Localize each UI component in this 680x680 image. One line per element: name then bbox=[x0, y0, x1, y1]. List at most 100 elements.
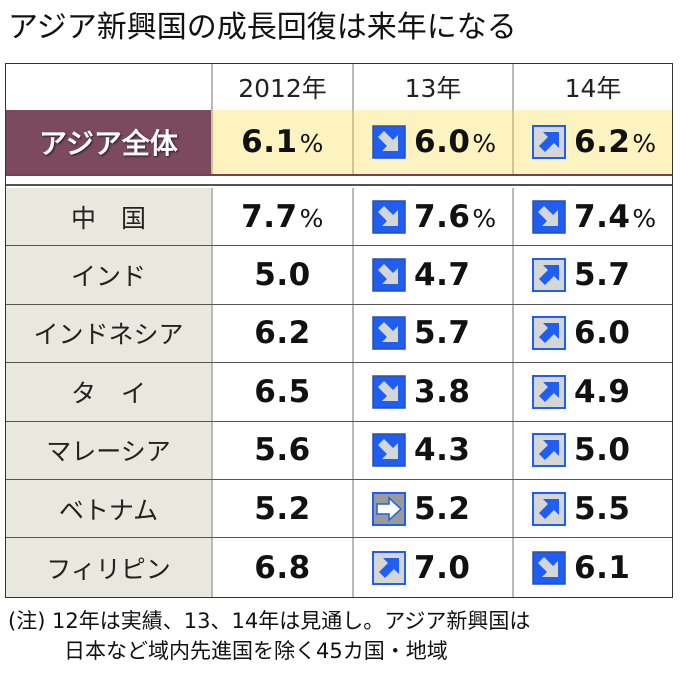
cell-2012: 6.2 bbox=[211, 304, 352, 363]
table-row: フィリピン 6.8 7.0 6.1 bbox=[6, 538, 672, 597]
arrow-down-right-icon bbox=[372, 375, 406, 409]
value: 5.6 bbox=[254, 432, 310, 468]
arrow-up-right-icon bbox=[532, 258, 566, 293]
table-row: ベトナム 5.2 5.2 5.5 bbox=[6, 480, 672, 539]
cell-2014: 6.0 bbox=[512, 304, 672, 363]
arrow-up-right-icon bbox=[532, 316, 566, 351]
cell-2012: 6.8 bbox=[211, 538, 352, 597]
arrow-up-right-icon bbox=[532, 374, 566, 409]
cell-2013: 3.8 bbox=[352, 363, 512, 421]
arrow-up-right-icon bbox=[372, 550, 406, 585]
arrow-up-right-icon bbox=[532, 125, 566, 159]
cell-2012: 5.0 bbox=[211, 246, 352, 304]
table-row: インドネシア 6.2 5.7 6.0 bbox=[6, 304, 672, 364]
value: 7.0 bbox=[414, 550, 470, 586]
percent-sign: % bbox=[632, 203, 657, 233]
value-number: 6.1 bbox=[574, 549, 631, 586]
table-row: マレーシア 5.6 4.3 5.0 bbox=[6, 421, 672, 480]
chart-title: アジア新興国の成長回復は来年になる bbox=[8, 10, 517, 45]
value: 5.2 bbox=[254, 491, 310, 527]
table-row: 中 国 7.7% 7.6% 7.4% bbox=[6, 188, 672, 247]
cell-2012: 5.6 bbox=[211, 421, 352, 479]
cell-2014: 5.0 bbox=[512, 421, 672, 479]
value-number: 6.2 bbox=[574, 124, 631, 160]
arrow-down-right-icon bbox=[372, 258, 406, 292]
footnote: (注) 12年は実績、13、14年は見通し。アジア新興国は 日本など域内先進国を… bbox=[8, 606, 530, 666]
value: 6.1 bbox=[574, 550, 630, 586]
row-label: アジア全体 bbox=[6, 110, 211, 174]
cell-2013: 7.6% bbox=[352, 188, 512, 246]
value-number: 7.0 bbox=[414, 549, 471, 586]
value-number: 5.6 bbox=[254, 432, 311, 469]
value: 5.7 bbox=[574, 257, 630, 293]
arrow-up-right-icon bbox=[532, 433, 566, 468]
footnote-line-2: 日本など域内先進国を除く45カ国・地域 bbox=[64, 639, 448, 663]
cell-2013: 6.0% bbox=[352, 110, 512, 174]
value: 4.7 bbox=[414, 257, 470, 293]
value-number: 5.5 bbox=[574, 490, 631, 527]
row-label: マレーシア bbox=[6, 421, 211, 479]
value-number: 6.0 bbox=[574, 315, 631, 352]
value-number: 7.6 bbox=[414, 198, 471, 235]
percent-sign: % bbox=[299, 129, 324, 158]
cell-2014: 4.9 bbox=[512, 363, 672, 421]
value-number: 6.2 bbox=[254, 315, 311, 352]
table-row-asia-total: アジア全体 6.1% 6.0% 6.2% bbox=[6, 110, 672, 176]
value: 4.9 bbox=[574, 374, 630, 410]
value: 3.8 bbox=[414, 374, 470, 410]
value: 7.6% bbox=[414, 199, 497, 235]
cell-2014: 5.7 bbox=[512, 246, 672, 304]
cell-2014: 5.5 bbox=[512, 480, 672, 538]
row-label: インドネシア bbox=[6, 304, 211, 363]
arrow-down-right-icon bbox=[372, 125, 406, 159]
cell-2012: 6.5 bbox=[211, 363, 352, 421]
value: 5.7 bbox=[414, 315, 470, 351]
value: 6.1% bbox=[241, 124, 324, 160]
percent-sign: % bbox=[299, 203, 324, 233]
value: 7.7% bbox=[241, 199, 324, 235]
cell-2012: 5.2 bbox=[211, 480, 352, 538]
value-number: 5.0 bbox=[254, 257, 311, 294]
value-number: 5.0 bbox=[574, 432, 631, 469]
value: 4.3 bbox=[414, 432, 470, 468]
row-label: インド bbox=[6, 246, 211, 304]
arrow-down-right-icon bbox=[532, 550, 566, 585]
header-2012: 2012年 bbox=[211, 64, 352, 110]
value: 5.2 bbox=[414, 491, 470, 527]
row-label: ベトナム bbox=[6, 480, 211, 538]
percent-sign: % bbox=[472, 203, 497, 233]
value: 5.5 bbox=[574, 491, 630, 527]
percent-sign: % bbox=[632, 129, 657, 158]
value-number: 5.7 bbox=[414, 315, 471, 352]
value-number: 4.9 bbox=[574, 373, 631, 410]
value-number: 6.0 bbox=[414, 124, 471, 160]
value-number: 5.2 bbox=[254, 490, 311, 527]
value: 6.5 bbox=[254, 374, 310, 410]
header-2014: 14年 bbox=[512, 64, 672, 110]
value: 6.0 bbox=[574, 315, 630, 351]
cell-2014: 6.2% bbox=[512, 110, 672, 174]
arrow-down-right-icon bbox=[372, 433, 406, 468]
arrow-down-right-icon bbox=[372, 199, 406, 234]
header-blank bbox=[6, 64, 211, 110]
cell-2013: 4.3 bbox=[352, 421, 512, 479]
value-number: 4.7 bbox=[414, 257, 471, 294]
cell-2012: 6.1% bbox=[211, 110, 352, 174]
value-number: 6.1 bbox=[241, 124, 298, 160]
value-number: 3.8 bbox=[414, 373, 471, 410]
cell-2014: 6.1 bbox=[512, 538, 672, 597]
row-label: タ イ bbox=[6, 363, 211, 421]
value: 7.4% bbox=[574, 199, 657, 235]
row-label: フィリピン bbox=[6, 538, 211, 597]
arrow-up-right-icon bbox=[532, 491, 566, 526]
arrow-right-icon bbox=[372, 491, 406, 526]
value: 6.8 bbox=[254, 550, 310, 586]
cell-2013: 7.0 bbox=[352, 538, 512, 597]
value-number: 5.2 bbox=[414, 490, 471, 527]
value-number: 7.7 bbox=[241, 198, 298, 235]
row-separator bbox=[6, 176, 672, 186]
value: 5.0 bbox=[574, 432, 630, 468]
cell-2013: 5.2 bbox=[352, 480, 512, 538]
row-label: 中 国 bbox=[6, 188, 211, 246]
cell-2013: 4.7 bbox=[352, 246, 512, 304]
